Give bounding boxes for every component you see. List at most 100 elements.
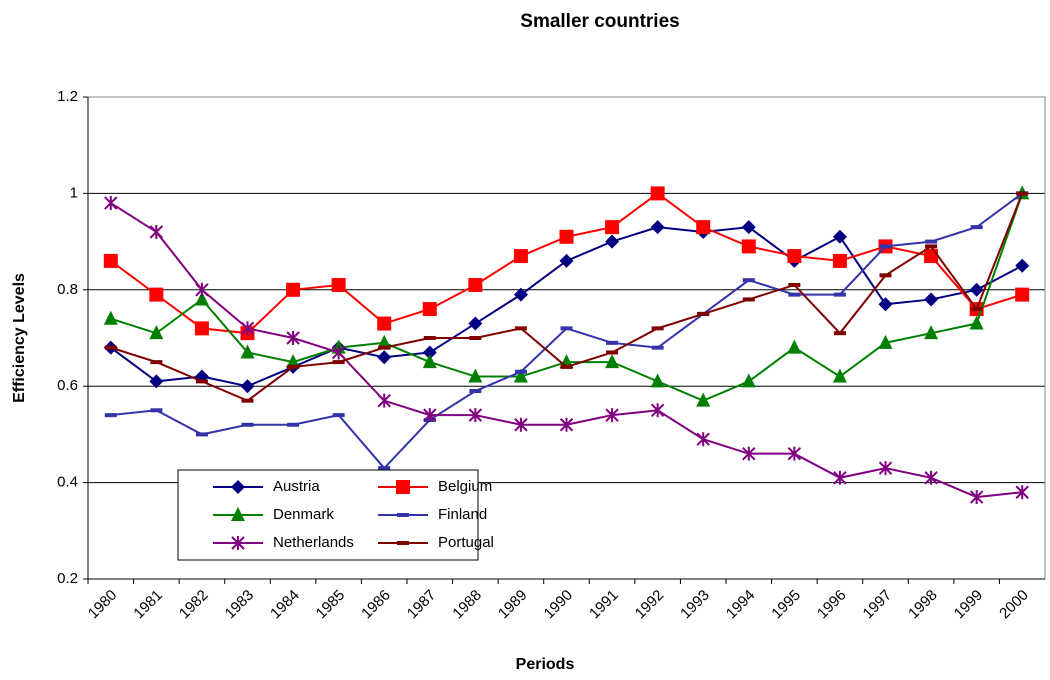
marker bbox=[559, 253, 574, 268]
marker bbox=[423, 408, 437, 423]
marker bbox=[787, 249, 802, 264]
x-tick-label: 1987 bbox=[404, 587, 440, 623]
marker bbox=[650, 373, 665, 388]
x-tick-label: 1985 bbox=[313, 587, 349, 623]
marker bbox=[231, 507, 245, 521]
marker bbox=[697, 311, 710, 316]
x-tick-label: 1991 bbox=[586, 587, 622, 623]
marker bbox=[103, 253, 118, 268]
y-tick-label: 0.4 bbox=[57, 474, 78, 491]
x-tick-label: 1981 bbox=[130, 587, 166, 623]
marker bbox=[833, 292, 846, 297]
x-tick-label: 1993 bbox=[677, 587, 713, 623]
marker bbox=[231, 536, 245, 550]
marker bbox=[924, 249, 939, 264]
marker bbox=[696, 392, 711, 407]
marker bbox=[103, 310, 118, 325]
marker bbox=[514, 417, 528, 432]
marker bbox=[377, 334, 392, 349]
marker bbox=[194, 291, 209, 306]
marker bbox=[231, 480, 245, 494]
y-tick-label: 0.8 bbox=[57, 281, 78, 298]
marker bbox=[742, 446, 756, 461]
series-line bbox=[110, 193, 1024, 402]
marker bbox=[469, 389, 482, 394]
marker bbox=[559, 417, 574, 432]
y-tick-label: 0.2 bbox=[57, 570, 78, 587]
marker bbox=[468, 316, 483, 331]
marker bbox=[468, 277, 483, 292]
marker bbox=[286, 331, 300, 345]
legend: Austria Belgium Denmark Finland Netherlands P… bbox=[177, 469, 494, 561]
marker bbox=[104, 413, 117, 418]
marker bbox=[331, 277, 346, 292]
marker bbox=[377, 350, 392, 365]
marker bbox=[514, 326, 527, 331]
x-tick-label: 1989 bbox=[495, 587, 531, 623]
x-tick-label: 1997 bbox=[860, 587, 896, 623]
x-tick-label: 1986 bbox=[358, 587, 394, 623]
marker bbox=[878, 297, 893, 312]
marker bbox=[742, 278, 755, 283]
marker bbox=[286, 354, 301, 369]
legend-label: Netherlands bbox=[273, 534, 354, 551]
marker bbox=[469, 336, 482, 340]
marker bbox=[606, 340, 619, 345]
marker bbox=[925, 239, 938, 244]
y-tick-label: 0.6 bbox=[57, 377, 78, 394]
marker bbox=[970, 307, 983, 312]
marker bbox=[378, 466, 391, 471]
legend-label: Belgium bbox=[438, 478, 492, 495]
x-axis-label: Periods bbox=[516, 656, 575, 673]
legend-label: Denmark bbox=[273, 506, 334, 523]
marker bbox=[788, 292, 801, 297]
y-axis-label: Efficiency Levels bbox=[11, 273, 28, 403]
marker bbox=[422, 302, 437, 317]
marker bbox=[149, 374, 164, 389]
marker bbox=[396, 480, 410, 494]
marker bbox=[397, 513, 409, 517]
x-tick-label: 1999 bbox=[951, 587, 987, 623]
marker bbox=[696, 432, 710, 447]
marker bbox=[650, 220, 665, 235]
marker bbox=[651, 345, 664, 350]
marker bbox=[287, 364, 300, 369]
marker bbox=[605, 220, 620, 235]
marker bbox=[468, 368, 483, 383]
marker bbox=[149, 287, 164, 302]
marker bbox=[377, 316, 392, 331]
marker bbox=[833, 470, 847, 485]
y-tick-label: 1.2 bbox=[57, 88, 78, 105]
marker bbox=[1016, 191, 1029, 196]
legend-label: Portugal bbox=[438, 534, 494, 551]
marker bbox=[331, 345, 346, 360]
marker bbox=[878, 461, 893, 476]
marker bbox=[879, 273, 892, 278]
marker bbox=[240, 321, 255, 336]
x-tick-label: 1982 bbox=[176, 587, 212, 623]
marker bbox=[513, 368, 528, 383]
x-tick-label: 1984 bbox=[267, 587, 303, 623]
marker bbox=[1015, 287, 1030, 302]
marker bbox=[560, 364, 573, 369]
marker bbox=[924, 292, 939, 307]
marker bbox=[650, 403, 665, 418]
marker bbox=[924, 325, 939, 340]
marker bbox=[833, 331, 846, 336]
marker bbox=[468, 408, 483, 423]
marker bbox=[560, 326, 573, 331]
marker bbox=[332, 413, 345, 418]
x-tick-label: 1990 bbox=[541, 587, 577, 623]
marker bbox=[605, 408, 619, 423]
marker bbox=[378, 345, 391, 350]
x-tick-label: 1996 bbox=[814, 587, 850, 623]
marker bbox=[195, 379, 208, 384]
x-tick-label: 1983 bbox=[222, 587, 258, 623]
marker bbox=[650, 186, 665, 201]
y-tick-label: 1 bbox=[70, 184, 78, 201]
x-tick-label: 2000 bbox=[996, 587, 1032, 623]
marker bbox=[1015, 258, 1030, 273]
marker bbox=[878, 334, 893, 349]
marker bbox=[787, 339, 802, 354]
